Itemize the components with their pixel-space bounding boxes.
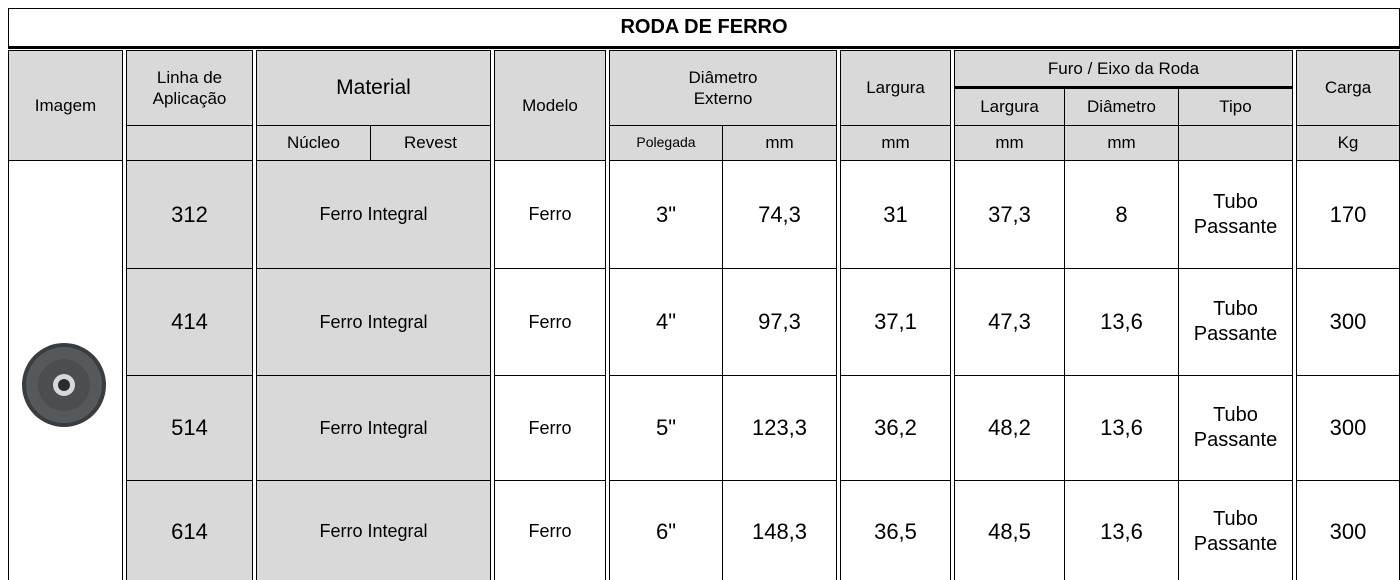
header-cell (1178, 125, 1293, 161)
header-cell: Furo / Eixo da Roda (954, 50, 1293, 89)
cell: 47,3 (954, 268, 1065, 376)
cell: 37,1 (840, 268, 951, 376)
cell: Ferro Integral (256, 160, 491, 269)
header-cell: Tipo (1178, 88, 1293, 126)
cell: Tubo Passante (1178, 480, 1293, 580)
header-cell: Largura (840, 50, 951, 126)
cell: 614 (126, 480, 253, 580)
cell: 148,3 (722, 480, 837, 580)
cell: 6" (609, 480, 723, 580)
cell: 300 (1296, 268, 1400, 376)
cell: Ferro (494, 160, 606, 269)
header-cell: Material (256, 50, 491, 126)
header-cell: Linha de Aplicação (126, 50, 253, 126)
cell: 514 (126, 375, 253, 481)
cell: 13,6 (1064, 375, 1179, 481)
header-cell: Largura (954, 88, 1065, 126)
cell: Tubo Passante (1178, 268, 1293, 376)
header-cell: mm (722, 125, 837, 161)
cell: 300 (1296, 480, 1400, 580)
header-cell: mm (840, 125, 951, 161)
header-cell: Diâmetro (1064, 88, 1179, 126)
header-cell: Polegada (609, 125, 723, 161)
cell: 48,5 (954, 480, 1065, 580)
cell: Ferro Integral (256, 268, 491, 376)
header-cell: Modelo (494, 50, 606, 161)
header-cell: mm (1064, 125, 1179, 161)
table-title: RODA DE FERRO (8, 8, 1400, 49)
cell: 13,6 (1064, 480, 1179, 580)
cell: 37,3 (954, 160, 1065, 269)
cell: 48,2 (954, 375, 1065, 481)
cell: 13,6 (1064, 268, 1179, 376)
cell: 36,2 (840, 375, 951, 481)
cell: 414 (126, 268, 253, 376)
cell: 170 (1296, 160, 1400, 269)
header-cell: Kg (1296, 125, 1400, 161)
cell: 36,5 (840, 480, 951, 580)
header-cell: Imagem (8, 50, 123, 161)
header-cell: Carga (1296, 50, 1400, 126)
cell: 312 (126, 160, 253, 269)
cell: 5" (609, 375, 723, 481)
cell: 74,3 (722, 160, 837, 269)
cell: 8 (1064, 160, 1179, 269)
header-cell: mm (954, 125, 1065, 161)
cell: 3" (609, 160, 723, 269)
cell: Tubo Passante (1178, 160, 1293, 269)
cell: 300 (1296, 375, 1400, 481)
cell: 4" (609, 268, 723, 376)
wheel-image (18, 340, 110, 430)
header-cell: Núcleo (256, 125, 371, 161)
cell: 97,3 (722, 268, 837, 376)
cell: Ferro (494, 268, 606, 376)
cell: Ferro Integral (256, 480, 491, 580)
spec-table: RODA DE FERROImagemLinha de AplicaçãoMat… (0, 0, 1400, 580)
cell: Ferro Integral (256, 375, 491, 481)
cell: Tubo Passante (1178, 375, 1293, 481)
cell: 123,3 (722, 375, 837, 481)
header-cell (126, 125, 253, 161)
cell: 31 (840, 160, 951, 269)
cell: Ferro (494, 480, 606, 580)
header-cell: Diâmetro Externo (609, 50, 837, 126)
cell: Ferro (494, 375, 606, 481)
header-cell: Revest (370, 125, 491, 161)
